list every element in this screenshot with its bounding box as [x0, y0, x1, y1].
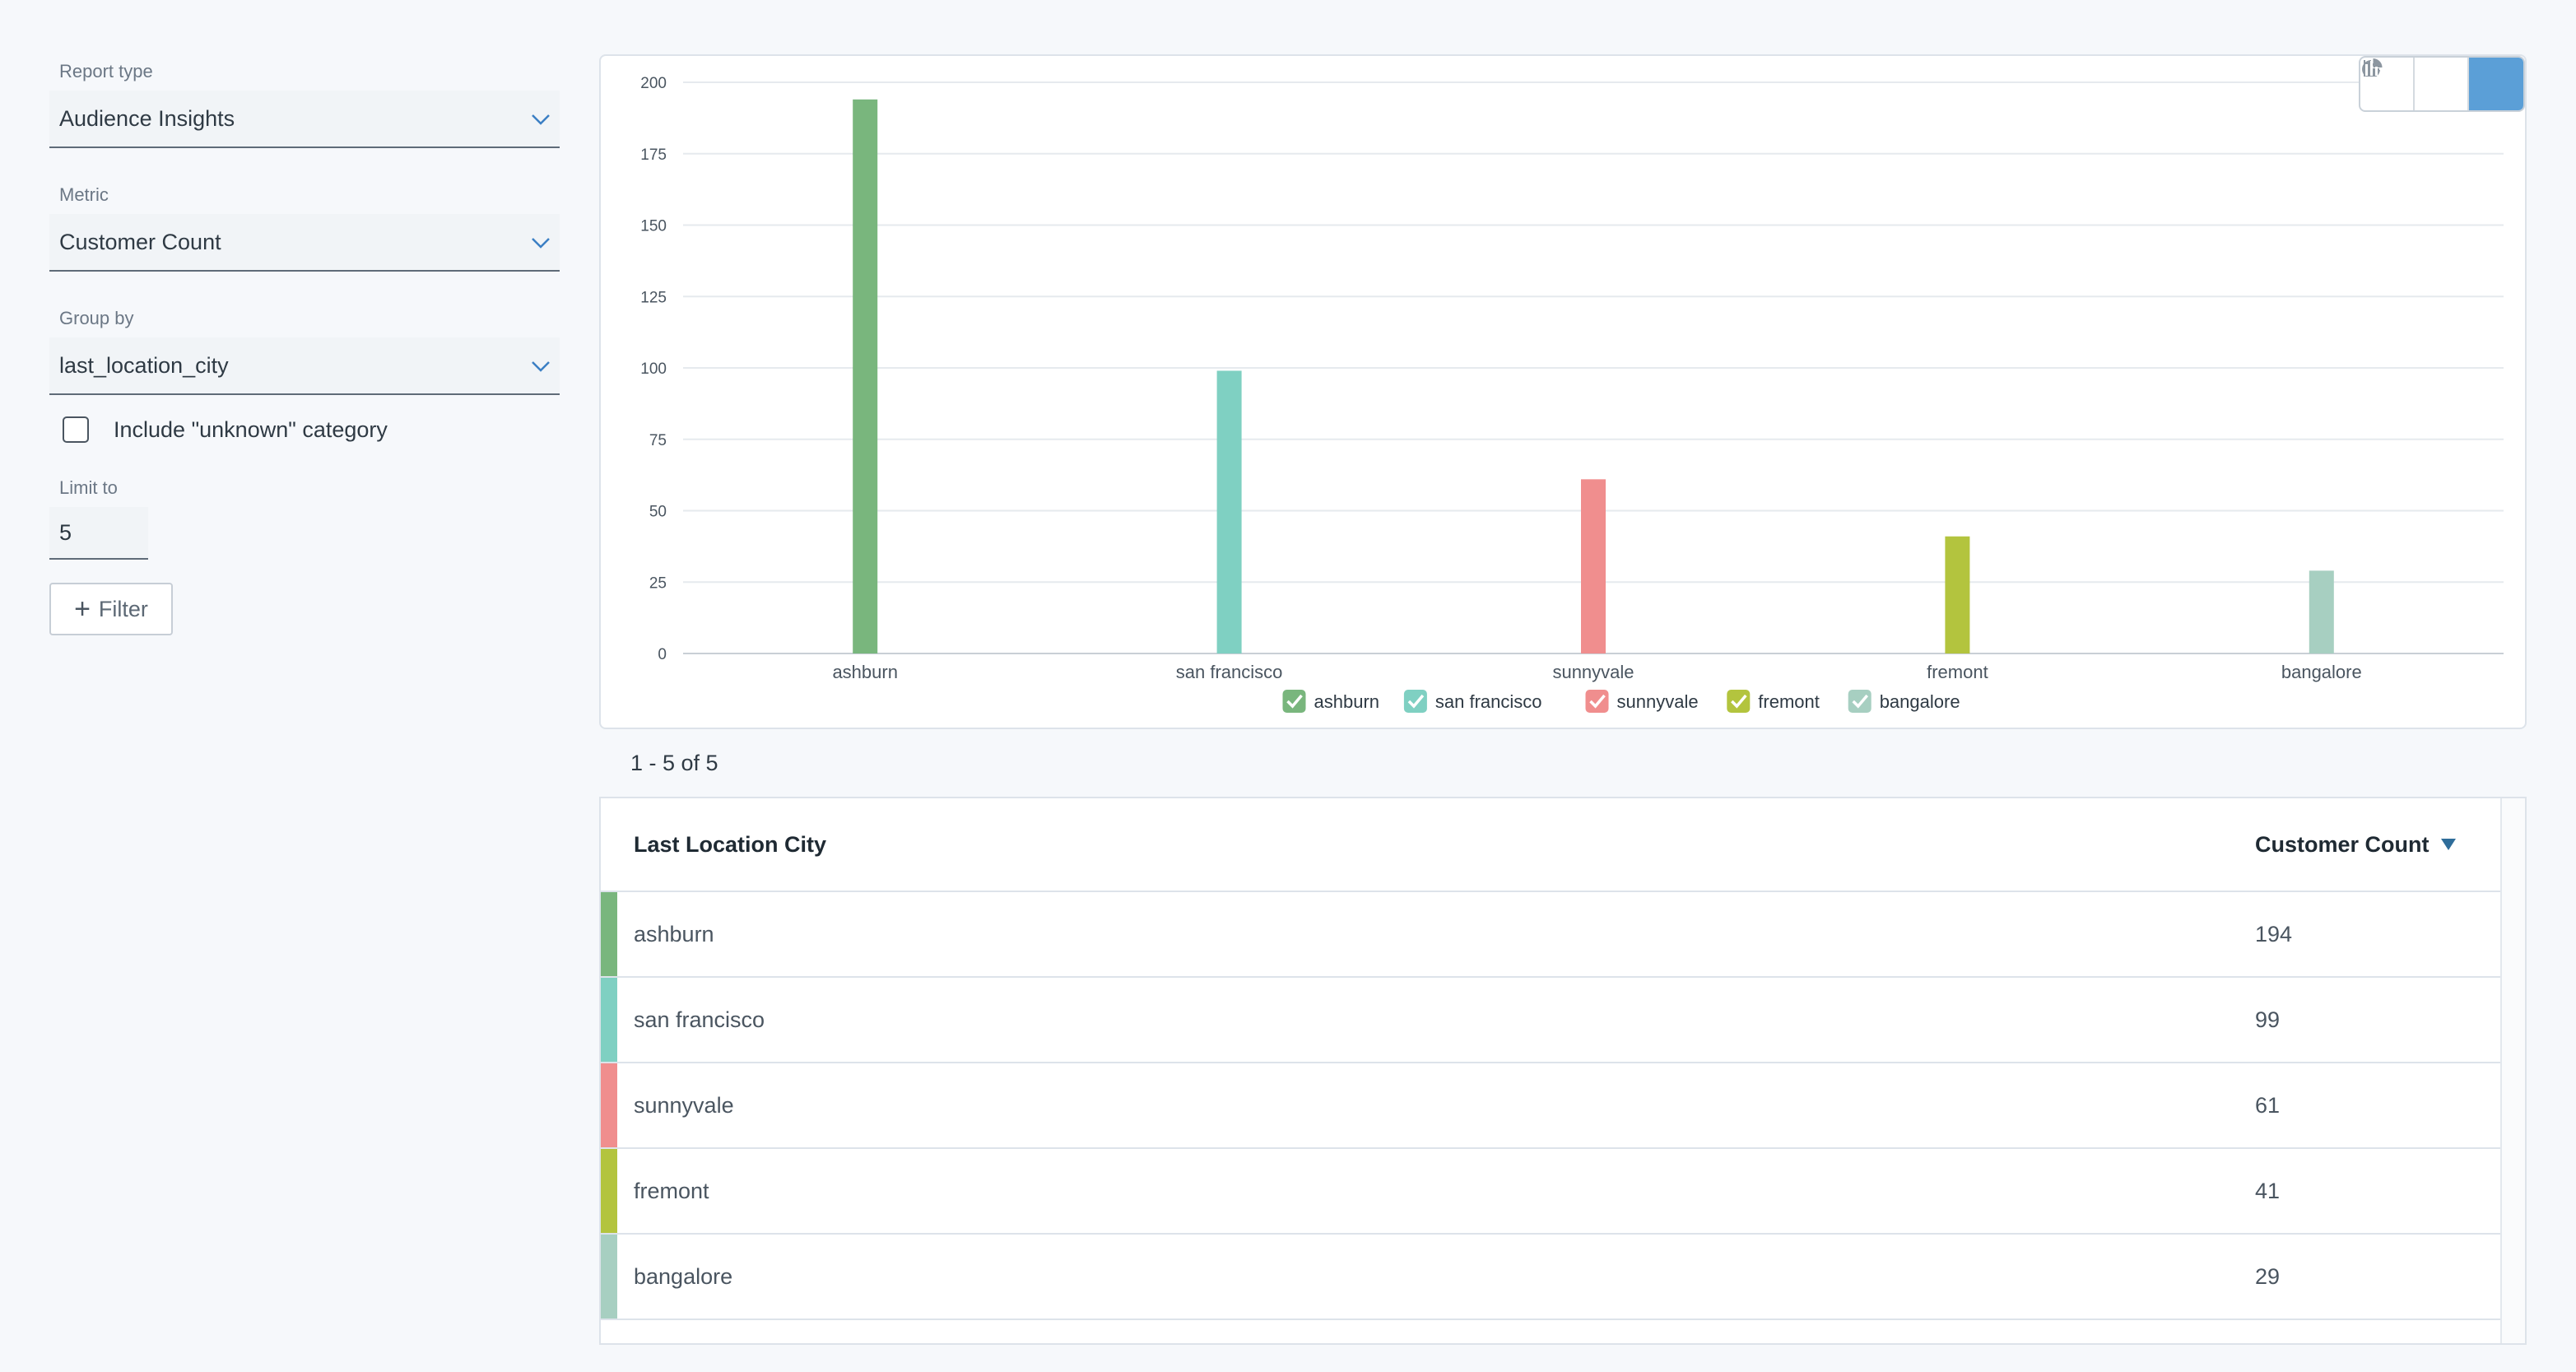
chevron-down-icon: [532, 238, 550, 249]
y-tick-label: 175: [640, 147, 667, 164]
row-city: san francisco: [634, 1007, 765, 1032]
legend-check-icon: [1731, 694, 1747, 709]
bar-chart: 0 25 50 75 100 125 150 175 200 ashburn san francis…: [640, 75, 2504, 713]
row-count: 61: [2255, 1092, 2281, 1118]
report-type-value: Audience Insights: [59, 105, 235, 131]
row-city: ashburn: [634, 921, 714, 946]
group-by-select[interactable]: last_location_city: [49, 337, 560, 395]
y-tick-label: 200: [640, 75, 667, 92]
include-unknown-label: Include "unknown" category: [114, 416, 388, 442]
y-tick-label: 25: [649, 574, 667, 592]
x-tick-label: ashburn: [832, 662, 898, 682]
vertical-bar-view-button[interactable]: [2363, 58, 2523, 110]
report-type-label: Report type: [59, 61, 153, 81]
group-by-value: last_location_city: [59, 352, 229, 378]
row-color-swatch: [601, 1149, 617, 1233]
add-filter-button[interactable]: + Filter: [49, 583, 173, 635]
table-row[interactable]: bangalore 29: [601, 1235, 2504, 1320]
row-count: 194: [2255, 921, 2293, 946]
legend-label: bangalore: [1880, 691, 1960, 712]
legend-check-icon: [1286, 694, 1303, 709]
x-tick-label: fremont: [1927, 662, 1988, 682]
x-tick-label: san francisco: [1176, 662, 1283, 682]
y-tick-label: 75: [649, 432, 667, 449]
filter-button-label: Filter: [98, 596, 148, 621]
plus-icon: +: [74, 593, 91, 625]
legend-label: ashburn: [1314, 691, 1380, 712]
row-count: 29: [2255, 1263, 2281, 1289]
column-header-city[interactable]: Last Location City: [634, 831, 827, 857]
bar: [1216, 370, 1242, 653]
legend-check-icon: [1589, 694, 1606, 709]
legend-swatch: [1282, 690, 1306, 713]
chart-card: 0 25 50 75 100 125 150 175 200 ashburn san francis…: [599, 54, 2527, 729]
table-row[interactable]: fremont 41: [601, 1149, 2504, 1235]
chart-view-switch: [2359, 56, 2525, 112]
row-count: 41: [2255, 1178, 2281, 1203]
limit-input[interactable]: 5: [49, 507, 148, 560]
x-tick-label: bangalore: [2281, 662, 2362, 682]
legend-swatch: [1727, 690, 1751, 713]
chevron-down-icon: [532, 114, 550, 125]
row-count: 99: [2255, 1007, 2281, 1032]
y-tick-label: 125: [640, 289, 667, 306]
legend-label: sunnyvale: [1617, 691, 1699, 712]
row-color-swatch: [601, 1235, 617, 1319]
y-tick-label: 50: [649, 504, 667, 521]
legend-check-icon: [1407, 694, 1425, 709]
metric-select[interactable]: Customer Count: [49, 214, 560, 272]
limit-value: 5: [59, 519, 72, 545]
results-table: Last Location City Customer Count ashbur…: [599, 797, 2527, 1345]
legend-label: fremont: [1758, 691, 1820, 712]
limit-label: Limit to: [59, 477, 118, 498]
row-color-swatch: [601, 1063, 617, 1147]
column-header-count-label: Customer Count: [2255, 831, 2430, 857]
x-tick-label: sunnyvale: [1552, 662, 1634, 682]
include-unknown-checkbox[interactable]: [63, 416, 89, 443]
row-city: fremont: [634, 1178, 709, 1203]
legend-check-icon: [1852, 694, 1869, 709]
row-city: sunnyvale: [634, 1092, 734, 1118]
column-header-count[interactable]: Customer Count: [2255, 832, 2456, 858]
bar: [853, 99, 878, 653]
chevron-down-icon: [532, 361, 550, 372]
include-unknown-row: Include "unknown" category: [63, 416, 560, 443]
bar: [1581, 479, 1606, 653]
row-city: bangalore: [634, 1263, 733, 1289]
metric-label: Metric: [59, 184, 109, 205]
result-count: 1 - 5 of 5: [630, 751, 718, 775]
report-settings-panel: Report type Audience Insights Metric Cus…: [49, 61, 560, 635]
metric-value: Customer Count: [59, 229, 221, 254]
y-tick-label: 0: [658, 646, 667, 663]
vertical-bar-icon: [2363, 61, 2381, 78]
legend-swatch: [1585, 690, 1609, 713]
row-color-swatch: [601, 892, 617, 976]
report-type-select[interactable]: Audience Insights: [49, 91, 560, 148]
y-tick-label: 150: [640, 218, 667, 235]
table-row[interactable]: ashburn 194: [601, 892, 2504, 978]
sort-descending-icon: [2440, 839, 2456, 850]
legend-label: san francisco: [1435, 691, 1542, 712]
horizontal-bar-view-button[interactable]: [2364, 58, 2469, 110]
row-color-swatch: [601, 978, 617, 1062]
table-scrollbar[interactable]: [2500, 798, 2525, 1343]
legend-swatch: [1848, 690, 1872, 713]
table-row[interactable]: sunnyvale 61: [601, 1063, 2504, 1149]
bar: [1945, 536, 1970, 653]
table-row[interactable]: san francisco 99: [601, 978, 2504, 1063]
table-header: Last Location City Customer Count: [601, 798, 2504, 892]
bar: [2309, 570, 2334, 653]
group-by-label: Group by: [59, 308, 134, 328]
y-tick-label: 100: [640, 360, 667, 378]
legend-swatch: [1403, 690, 1427, 713]
